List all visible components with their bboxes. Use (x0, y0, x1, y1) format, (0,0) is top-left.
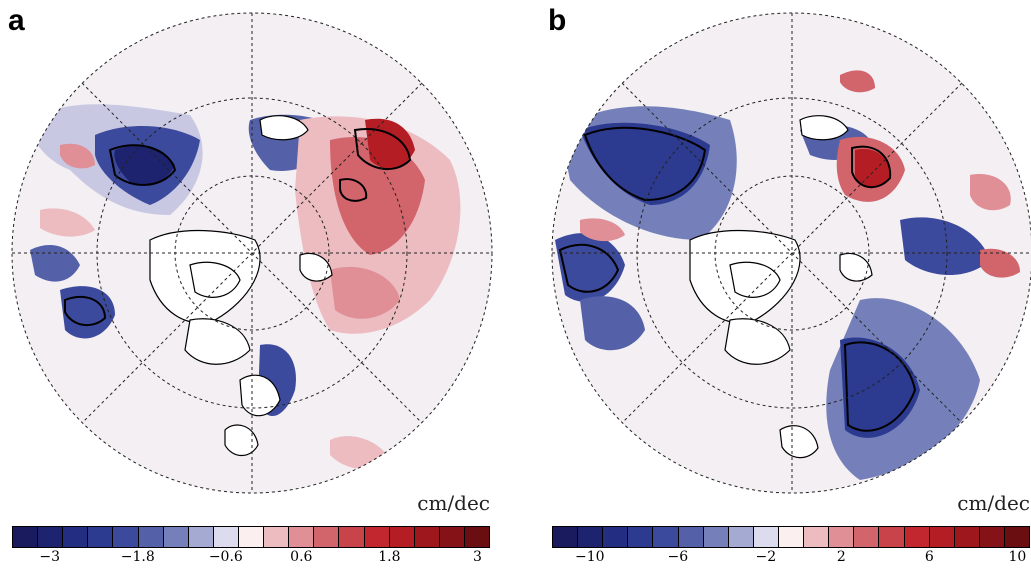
colorbar-cell (678, 527, 704, 547)
graticule (11, 12, 493, 494)
significance-contours (558, 126, 917, 432)
colorbar-cell (13, 527, 39, 547)
colorbar (552, 526, 1030, 548)
panel-label: a (8, 4, 25, 37)
colorbar-cell (163, 527, 189, 547)
colorbar-cell (238, 527, 265, 547)
unit-label: cm/dec (957, 491, 1030, 515)
colorbar-tick-label: 10 (1008, 549, 1027, 565)
colorbar-cell (389, 527, 415, 547)
colorbar-cell (578, 527, 604, 547)
colorbar-cell (38, 527, 64, 547)
colorbar-cell (954, 527, 980, 547)
panel-b: b (540, 0, 1031, 570)
colorbar-tick-label: −10 (574, 549, 605, 565)
colorbar-cell (854, 527, 880, 547)
colorbar-cell (753, 527, 779, 547)
coastlines (689, 115, 873, 459)
colorbar-cell (414, 527, 440, 547)
colorbar-tick-label: 0.6 (290, 549, 313, 565)
colorbar-cell (1004, 527, 1030, 547)
colorbar-cell (339, 527, 365, 547)
colorbar-cell (829, 527, 855, 547)
colorbar-cell (703, 527, 729, 547)
colorbar-tick-label: −3 (39, 549, 61, 565)
unit-label: cm/dec (417, 491, 490, 515)
colorbar-cell (364, 527, 390, 547)
coastlines (149, 115, 333, 457)
colorbar-cell (138, 527, 164, 547)
polar-map (11, 12, 493, 494)
colorbar-cell (603, 527, 629, 547)
colorbar-cell (653, 527, 679, 547)
colorbar-tick-label: 1.8 (378, 549, 401, 565)
panel-a: a (0, 0, 500, 570)
colorbar-cell (289, 527, 315, 547)
colorbar-cell (264, 527, 290, 547)
colorbar-cell (929, 527, 955, 547)
colorbar-ticks: −10 −6 −2 2 6 10 (552, 549, 1030, 567)
colorbar-ticks: −3 −1.8 −0.6 0.6 1.8 3 (12, 549, 490, 567)
colorbar-cell (63, 527, 89, 547)
significance-contours (64, 128, 412, 327)
colorbar-tick-label: 6 (924, 549, 934, 565)
colorbar-tick-label: −6 (667, 549, 689, 565)
colorbar-tick-label: 2 (836, 549, 846, 565)
colorbar-cell (879, 527, 905, 547)
colorbar-cell (804, 527, 830, 547)
colorbar-cell (904, 527, 930, 547)
colorbar-tick-label: 3 (472, 549, 482, 565)
colorbar-cell (553, 527, 579, 547)
colorbar-cell (728, 527, 754, 547)
colorbar (12, 526, 490, 548)
colorbar-cell (979, 527, 1005, 547)
anomaly-field (555, 70, 1020, 480)
colorbar-cell (464, 527, 490, 547)
colorbar-cell (88, 527, 114, 547)
colorbar-tick-label: −1.8 (120, 549, 155, 565)
colorbar-cell (778, 527, 805, 547)
colorbar-cell (314, 527, 340, 547)
colorbar-cell (439, 527, 465, 547)
graticule (551, 12, 1031, 494)
colorbar-cell (113, 527, 139, 547)
polar-map (551, 12, 1031, 494)
colorbar-cell (188, 527, 214, 547)
colorbar-cell (213, 527, 239, 547)
colorbar-tick-label: −0.6 (208, 549, 243, 565)
colorbar-tick-label: −2 (755, 549, 777, 565)
panel-label: b (548, 4, 567, 37)
colorbar-cell (628, 527, 654, 547)
